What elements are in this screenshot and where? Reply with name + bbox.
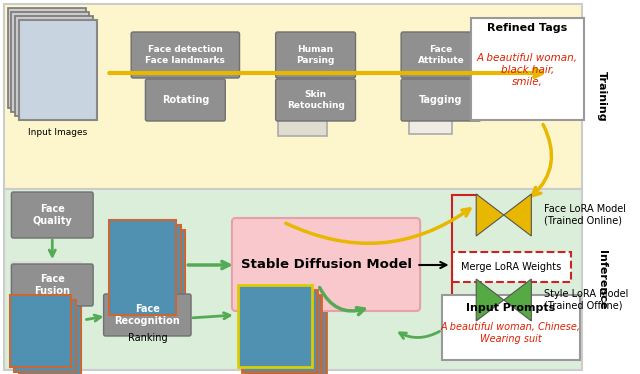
Bar: [4, 4, 582, 189]
Bar: [114, 225, 180, 320]
Text: Face LoRA Model
(Trained Online): Face LoRA Model (Trained Online): [544, 204, 626, 226]
Bar: [243, 290, 317, 372]
Text: Merge LoRA Weights: Merge LoRA Weights: [461, 262, 561, 272]
Text: Ranking: Ranking: [127, 333, 167, 343]
Bar: [278, 68, 327, 136]
Text: Rotating: Rotating: [162, 95, 209, 105]
Text: A beautiful woman,
black hair,
smile,: A beautiful woman, black hair, smile,: [477, 53, 578, 87]
Bar: [15, 16, 93, 116]
Bar: [19, 305, 81, 374]
Text: Face detection
Face landmarks: Face detection Face landmarks: [145, 45, 225, 65]
Bar: [8, 8, 86, 108]
Polygon shape: [476, 194, 504, 236]
FancyBboxPatch shape: [145, 79, 225, 121]
Bar: [119, 230, 186, 325]
Polygon shape: [504, 194, 531, 236]
Bar: [4, 189, 582, 370]
Text: Style LoRA Model
(Trained Offline): Style LoRA Model (Trained Offline): [544, 289, 628, 311]
Bar: [237, 285, 312, 367]
FancyBboxPatch shape: [401, 32, 481, 78]
Polygon shape: [504, 279, 531, 321]
Text: Face
Attribute: Face Attribute: [418, 45, 465, 65]
Bar: [19, 20, 97, 120]
Text: Input Prompts: Input Prompts: [466, 303, 555, 313]
Bar: [409, 76, 452, 134]
FancyBboxPatch shape: [276, 79, 355, 121]
Text: Face
Recognition: Face Recognition: [115, 304, 180, 326]
FancyBboxPatch shape: [131, 32, 239, 78]
Bar: [10, 295, 71, 367]
Bar: [109, 220, 176, 315]
FancyBboxPatch shape: [276, 32, 355, 78]
Text: Refined Tags: Refined Tags: [488, 23, 568, 33]
Bar: [19, 20, 97, 120]
Text: Training: Training: [596, 71, 607, 121]
Text: Face
Quality: Face Quality: [33, 204, 72, 226]
Bar: [452, 252, 572, 282]
Text: A beautiful woman, Chinese,
Wearing suit: A beautiful woman, Chinese, Wearing suit: [440, 322, 580, 344]
Bar: [252, 300, 326, 374]
FancyBboxPatch shape: [232, 218, 420, 311]
FancyBboxPatch shape: [12, 264, 93, 306]
Text: Human
Parsing: Human Parsing: [296, 45, 335, 65]
FancyBboxPatch shape: [12, 192, 93, 238]
Bar: [247, 295, 321, 374]
Bar: [472, 18, 584, 120]
FancyBboxPatch shape: [104, 294, 191, 336]
Text: Stable Diffusion Model: Stable Diffusion Model: [241, 258, 412, 272]
Bar: [12, 12, 90, 112]
Text: Tagging: Tagging: [419, 95, 463, 105]
Bar: [442, 295, 580, 360]
Bar: [14, 300, 76, 372]
Bar: [12, 262, 80, 334]
Text: Face
Fusion: Face Fusion: [35, 274, 70, 296]
Text: Skin
Retouching: Skin Retouching: [287, 90, 344, 110]
Text: Inference: Inference: [596, 250, 607, 310]
Text: Input Images: Input Images: [28, 128, 88, 137]
FancyBboxPatch shape: [401, 79, 481, 121]
Polygon shape: [476, 279, 504, 321]
